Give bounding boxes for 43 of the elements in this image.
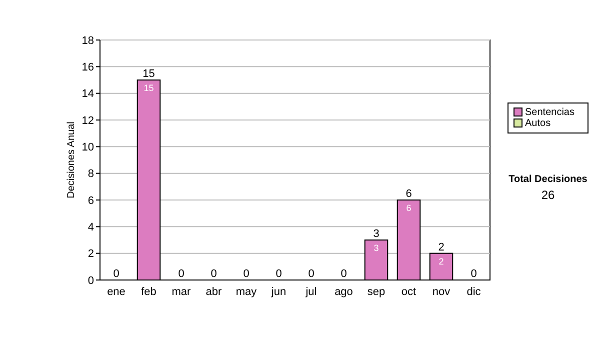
total-label: 0: [470, 268, 477, 280]
total-label: 0: [340, 268, 347, 280]
total-label: 0: [243, 268, 250, 280]
y-axis-title: Decisiones Anual: [66, 122, 77, 198]
total-label: 0: [308, 268, 314, 280]
x-tick-label: dic: [466, 286, 482, 298]
total-label: 0: [210, 268, 217, 280]
y-tick-label: 6: [88, 194, 94, 207]
y-tick-label: 8: [88, 168, 94, 180]
total-label: 0: [178, 268, 184, 280]
y-tick-label: 10: [82, 142, 94, 154]
x-tick-label: abr: [206, 286, 222, 298]
x-tick-label: ene: [107, 286, 126, 298]
y-tick-label: 16: [82, 62, 94, 74]
data-label: 15: [144, 83, 154, 93]
x-tick-label: jun: [270, 286, 286, 298]
x-tick-label: jul: [304, 286, 317, 298]
text: Total Decisiones: [508, 174, 588, 185]
total-label: 3: [373, 228, 380, 240]
x-tick-label: feb: [141, 286, 156, 298]
y-tick-label: 18: [82, 34, 94, 47]
legend-label: Sentencias: [525, 107, 574, 118]
y-tick-label: 12: [82, 114, 94, 127]
x-tick-label: may: [236, 286, 258, 298]
legend-label: Autos: [525, 118, 551, 129]
total-label: 0: [276, 268, 282, 280]
x-tick-label: nov: [432, 286, 451, 298]
data-label: 3: [374, 243, 379, 253]
total-label: 6: [406, 188, 412, 200]
text: 26: [541, 188, 555, 202]
data-label: 6: [406, 203, 412, 213]
y-tick-label: 4: [88, 222, 94, 234]
x-tick-label: mar: [172, 286, 192, 298]
x-tick-label: ago: [334, 286, 353, 298]
y-tick-label: 14: [82, 88, 94, 100]
data-label: 2: [438, 256, 444, 266]
x-tick-label: oct: [401, 286, 416, 298]
y-tick-label: 0: [88, 274, 94, 287]
total-label: 15: [142, 68, 155, 80]
x-tick-label: sep: [367, 286, 386, 298]
total-label: 2: [438, 241, 444, 254]
total-label: 0: [113, 268, 120, 280]
y-tick-label: 2: [88, 248, 94, 260]
